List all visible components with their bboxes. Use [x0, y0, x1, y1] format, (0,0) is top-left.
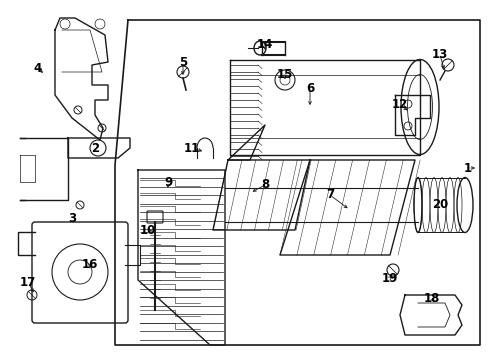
- Text: 16: 16: [82, 258, 98, 271]
- Text: 8: 8: [261, 179, 269, 192]
- Text: 11: 11: [184, 141, 200, 154]
- Text: 15: 15: [277, 68, 293, 81]
- Text: 12: 12: [392, 99, 408, 112]
- Text: 10: 10: [140, 224, 156, 237]
- Text: 2: 2: [91, 141, 99, 154]
- Text: 9: 9: [164, 176, 172, 189]
- Text: 20: 20: [432, 198, 448, 211]
- Text: 14: 14: [257, 39, 273, 51]
- Text: 4: 4: [34, 62, 42, 75]
- Text: 19: 19: [382, 271, 398, 284]
- Text: 18: 18: [424, 292, 440, 305]
- Text: 6: 6: [306, 81, 314, 94]
- Text: 7: 7: [326, 189, 334, 202]
- Text: 1: 1: [464, 162, 472, 175]
- Text: 17: 17: [20, 275, 36, 288]
- Text: 5: 5: [179, 55, 187, 68]
- Text: 3: 3: [68, 211, 76, 225]
- Text: 13: 13: [432, 49, 448, 62]
